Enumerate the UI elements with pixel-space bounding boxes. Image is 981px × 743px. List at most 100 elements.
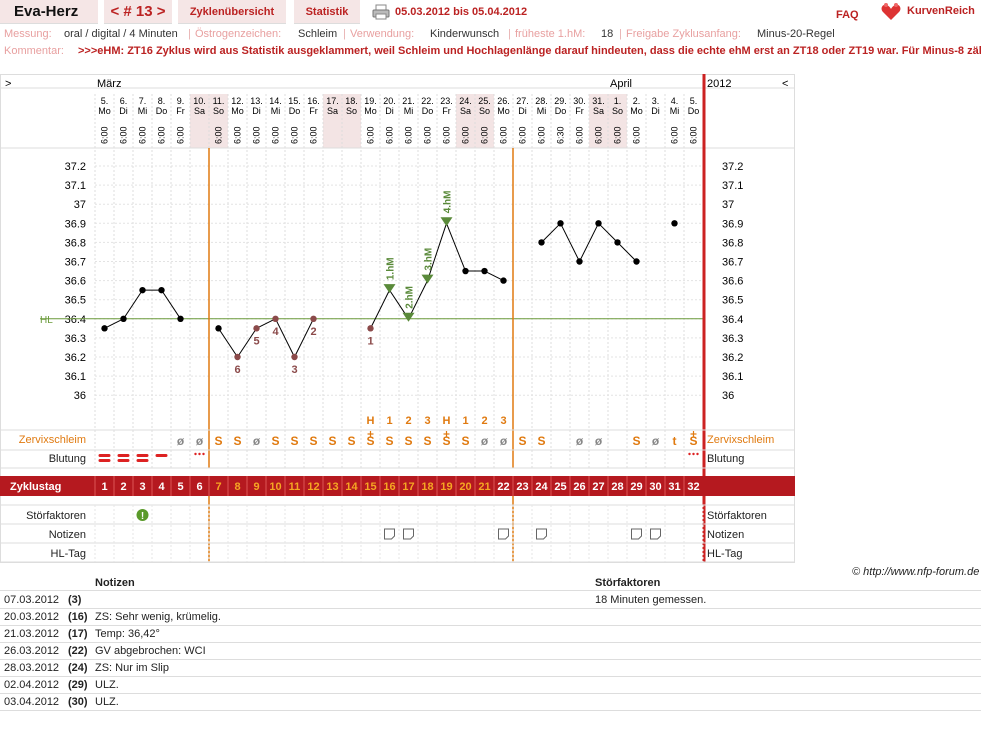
weekday-label: Do <box>422 106 434 116</box>
low-point-label: 5 <box>253 335 259 347</box>
mucus-value: ø <box>253 434 261 448</box>
temp-point <box>500 277 507 284</box>
temp-line-segment <box>541 222 561 243</box>
time-label: 6:00 <box>632 126 642 144</box>
note-cycle-day: (16) <box>68 611 88 623</box>
messung-label: Messung: <box>4 28 52 40</box>
time-label: 6:00 <box>100 126 110 144</box>
weekday-label: So <box>346 106 357 116</box>
mucus-value: S <box>518 434 526 448</box>
mucus-count-label: 1 <box>462 415 468 427</box>
comment-row: Kommentar: >>>eHM: ZT16 Zyklus wird aus … <box>0 45 981 61</box>
bleeding-mark <box>136 454 149 457</box>
temp-point <box>101 325 108 332</box>
y-tick-label: 37.2 <box>65 161 86 173</box>
note-date: 26.03.2012 <box>4 645 60 657</box>
cycle-navigator[interactable]: < # 13 > <box>104 0 172 24</box>
cycle-day-number: 17 <box>402 481 414 493</box>
cycle-day-number: 13 <box>326 481 338 493</box>
y-tick-label: 36.3 <box>65 333 86 345</box>
date-label: 3. <box>652 96 660 106</box>
heart-logo-icon <box>881 3 901 20</box>
mucus-value: S <box>347 434 355 448</box>
mucus-value: ø <box>576 434 584 448</box>
date-label: 8. <box>158 96 166 106</box>
notes-row-label: Notizen <box>49 529 86 541</box>
weekday-label: Mi <box>404 106 414 116</box>
time-label: 6:00 <box>138 126 148 144</box>
y-tick-label: 36.9 <box>65 218 86 230</box>
cycle-day-number: 5 <box>177 481 183 493</box>
weekday-label: Mi <box>670 106 680 116</box>
time-label: 6:00 <box>233 126 243 144</box>
weekday-label: Mo <box>364 106 377 116</box>
temp-point-low <box>234 353 241 361</box>
temp-point <box>671 220 678 227</box>
verwendung-value: Kinderwunsch <box>430 28 500 40</box>
y-tick-label: 37.1 <box>65 180 86 192</box>
date-label: 1. <box>614 96 622 106</box>
y-tick-label: 36.4 <box>65 314 86 326</box>
time-label: 6:00 <box>537 126 547 144</box>
time-label: 6:00 <box>575 126 585 144</box>
cycle-day-number: 18 <box>421 481 433 493</box>
note-date: 21.03.2012 <box>4 628 60 640</box>
mucus-value: ø <box>196 434 204 448</box>
time-label: 6:00 <box>119 126 129 144</box>
temp-line-segment <box>104 318 124 329</box>
print-icon[interactable] <box>372 4 390 20</box>
notes-row-label-right: Notizen <box>707 529 744 541</box>
date-label: 7. <box>139 96 147 106</box>
weekday-label: Di <box>119 106 128 116</box>
note-cycle-day: (30) <box>68 696 88 708</box>
note-cycle-day: (22) <box>68 645 88 657</box>
cycle-day-number: 12 <box>307 481 319 493</box>
cycle-day-number: 16 <box>383 481 395 493</box>
hl-row-label: HL-Tag <box>51 548 86 560</box>
credit-text: © http://www.nfp-forum.de <box>852 566 980 578</box>
temp-line-segment <box>123 289 143 320</box>
disturb-col-header: Störfaktoren <box>595 577 661 589</box>
temp-line-segment <box>427 223 447 281</box>
mucus-count-label: H <box>443 415 451 427</box>
bleeding-row-label-right: Blutung <box>707 453 744 465</box>
date-label: 11. <box>213 96 225 106</box>
time-label: 6:00 <box>499 126 509 144</box>
cycle-day-number: 7 <box>215 481 221 493</box>
temp-line-segment <box>161 289 181 320</box>
date-label: 14. <box>269 96 282 106</box>
separator: | <box>188 28 191 40</box>
cycle-row-label: Zyklustag <box>10 481 61 493</box>
weekday-label: Di <box>252 106 261 116</box>
temp-line-segment <box>617 242 637 262</box>
tab-statistics[interactable]: Statistik <box>294 0 360 24</box>
date-label: 29. <box>554 96 567 106</box>
weekday-label: So <box>479 106 490 116</box>
temp-point-high <box>421 274 434 284</box>
weekday-label: Mo <box>98 106 111 116</box>
notes-table-row: 03.04.2012 (30) ULZ. <box>0 694 981 711</box>
date-label: 4. <box>671 96 679 106</box>
note-text: Temp: 36,42° <box>95 628 160 640</box>
mucus-value: S <box>404 434 412 448</box>
tab-cycle-overview[interactable]: Zyklenübersicht <box>178 0 286 24</box>
date-label: 12. <box>231 96 244 106</box>
temp-point <box>633 258 640 265</box>
date-label: 27. <box>516 96 529 106</box>
note-icon <box>498 528 509 540</box>
cycle-day-number: 3 <box>139 481 145 493</box>
mucus-value: S <box>385 434 393 448</box>
weekday-label: Mi <box>537 106 547 116</box>
date-label: 18. <box>345 96 358 106</box>
disturb-row-label-right: Störfaktoren <box>707 510 767 522</box>
y-tick-label-right: 37 <box>722 199 734 211</box>
time-label: 6:00 <box>157 126 167 144</box>
weekday-label: Fr <box>575 106 584 116</box>
temp-point-low <box>310 315 317 322</box>
faq-link[interactable]: FAQ <box>836 9 859 21</box>
brand-logo[interactable]: KurvenReich <box>880 2 980 22</box>
spotting-dot <box>202 452 205 456</box>
time-label: 6:00 <box>594 126 604 144</box>
cycle-day-number: 31 <box>668 481 680 493</box>
